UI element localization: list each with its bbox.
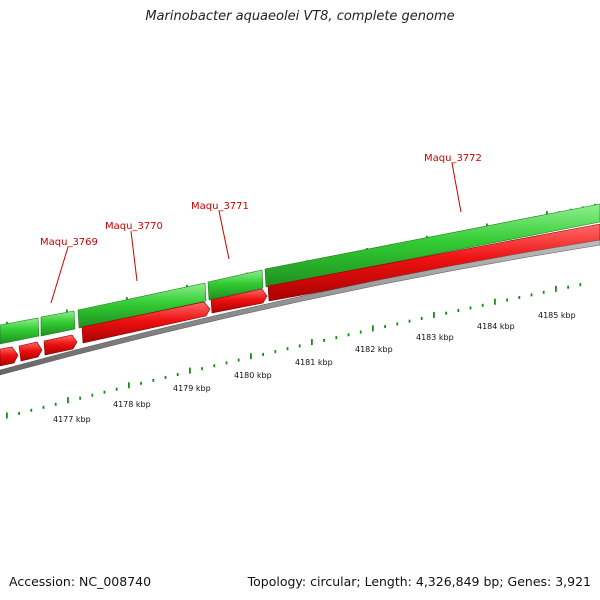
- forward-gene-1[interactable]: [0, 317, 40, 345]
- kbp-label: 4184 kbp: [477, 322, 515, 331]
- kbp-label: 4177 kbp: [53, 415, 91, 424]
- gene-label[interactable]: Maqu_3769: [40, 237, 98, 248]
- reverse-gene-3[interactable]: [43, 334, 78, 356]
- minor-tick: [298, 344, 301, 348]
- reverse-gene-5[interactable]: [210, 288, 268, 314]
- minor-tick: [396, 322, 399, 326]
- minor-tick: [237, 358, 240, 362]
- minor-tick: [201, 367, 203, 371]
- minor-tick: [152, 378, 155, 382]
- forward-gene-4[interactable]: [207, 269, 264, 301]
- minor-tick: [274, 350, 277, 354]
- minor-tick: [506, 298, 508, 302]
- minor-tick: [481, 303, 484, 307]
- minor-tick: [18, 411, 20, 415]
- forward-gene-3[interactable]: [77, 282, 207, 329]
- kbp-label-row: 4177 kbp 4178 kbp 4179 kbp 4180 kbp 4181…: [53, 311, 576, 424]
- gene-leader-line: [50, 246, 69, 304]
- minor-tick: [79, 396, 81, 400]
- minor-tick: [140, 381, 142, 385]
- reverse-gene-4[interactable]: [81, 301, 211, 344]
- major-tick: [555, 285, 557, 292]
- kbp-label: 4183 kbp: [416, 333, 454, 342]
- minor-tick: [579, 283, 582, 287]
- kbp-label: 4179 kbp: [173, 384, 211, 393]
- gene-label-group: Maqu_3769 Maqu_3770 Maqu_3771 Maqu_3772: [40, 153, 482, 304]
- minor-tick: [115, 387, 118, 391]
- minor-tick: [286, 347, 289, 351]
- major-tick: [372, 325, 374, 332]
- map-title: Marinobacter aquaeolei VT8, complete gen…: [145, 9, 455, 24]
- kbp-label: 4180 kbp: [234, 371, 272, 380]
- minor-tick: [323, 338, 325, 342]
- forward-gene-2[interactable]: [40, 310, 76, 337]
- forward-gene-5[interactable]: [264, 203, 600, 288]
- minor-tick: [445, 311, 447, 315]
- major-tick: [250, 353, 252, 360]
- major-tick: [433, 311, 435, 318]
- kbp-label: 4181 kbp: [295, 358, 333, 367]
- gene-label[interactable]: Maqu_3771: [191, 201, 249, 212]
- reverse-strand-track: [0, 223, 600, 367]
- major-tick: [189, 367, 191, 374]
- accession-text: Accession: NC_008740: [9, 574, 152, 589]
- gene-label[interactable]: Maqu_3770: [105, 221, 163, 232]
- kbp-label: 4178 kbp: [113, 400, 151, 409]
- minor-tick: [213, 364, 216, 368]
- bottom-tick-row: [6, 283, 582, 419]
- kbp-label: 4182 kbp: [355, 345, 393, 354]
- minor-tick: [54, 402, 57, 406]
- minor-tick: [408, 319, 411, 323]
- reverse-gene-1[interactable]: [0, 346, 19, 367]
- minor-tick: [91, 393, 94, 397]
- reverse-gene-6[interactable]: [267, 223, 600, 302]
- minor-tick: [457, 309, 460, 312]
- minor-tick: [469, 306, 472, 310]
- minor-tick: [164, 375, 167, 379]
- minor-tick: [225, 361, 228, 365]
- genome-summary-text: Topology: circular; Length: 4,326,849 bp…: [247, 574, 591, 589]
- minor-tick: [176, 373, 179, 376]
- minor-tick: [384, 325, 386, 329]
- major-tick: [67, 397, 69, 404]
- minor-tick: [262, 352, 264, 356]
- minor-tick: [530, 293, 533, 297]
- major-tick: [311, 339, 313, 346]
- minor-tick: [359, 330, 362, 334]
- major-tick: [494, 298, 496, 305]
- major-tick: [128, 382, 130, 389]
- minor-tick: [42, 405, 45, 409]
- minor-tick: [420, 317, 423, 320]
- genome-backbone: [0, 239, 600, 376]
- minor-tick: [30, 408, 33, 412]
- minor-tick: [347, 333, 350, 337]
- minor-tick: [567, 285, 569, 289]
- kbp-label: 4185 kbp: [538, 311, 576, 320]
- gene-label[interactable]: Maqu_3772: [424, 153, 482, 164]
- reverse-gene-2[interactable]: [18, 341, 43, 362]
- minor-tick: [518, 296, 521, 299]
- major-tick: [6, 412, 8, 419]
- gene-leader-line: [451, 162, 462, 213]
- gene-leader-line: [130, 230, 138, 282]
- minor-tick: [335, 336, 338, 340]
- gene-leader-line: [218, 210, 230, 260]
- forward-strand-track: [0, 203, 600, 345]
- minor-tick: [103, 390, 106, 394]
- minor-tick: [542, 290, 545, 294]
